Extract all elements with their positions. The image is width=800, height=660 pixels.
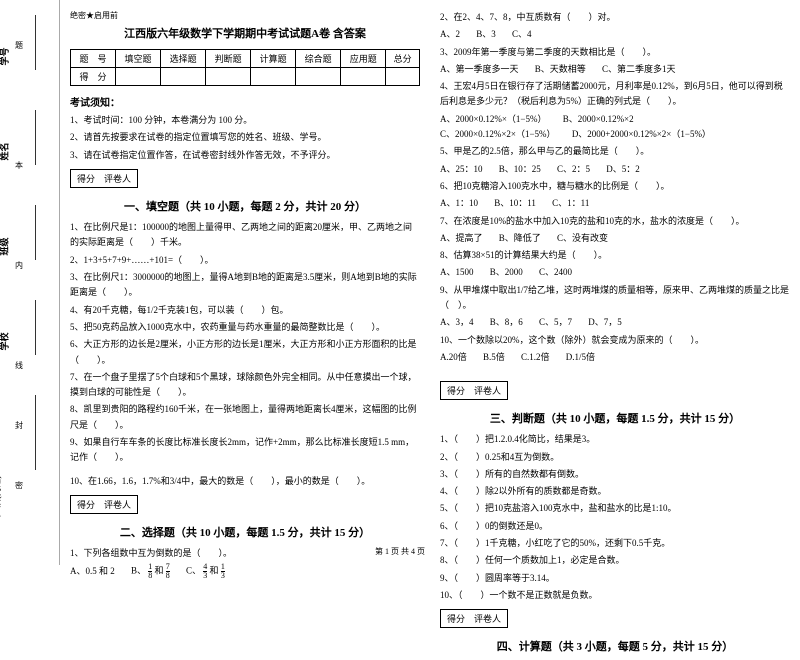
choice-opts: A.20倍 B.5倍 C.1.2倍 D.1/5倍 (440, 350, 790, 365)
fill-q: 6、大正方形的边长是2厘米，小正方形的边长是1厘米，大正方形和小正方形面积的比是… (70, 337, 420, 368)
score-table: 题 号 填空题 选择题 判断题 计算题 综合题 应用题 总分 得 分 (70, 49, 420, 86)
seal-char: 内 (15, 260, 23, 271)
side-label-school: 学校 (0, 332, 11, 350)
table-row: 得 分 (71, 68, 420, 86)
table-row: 题 号 填空题 选择题 判断题 计算题 综合题 应用题 总分 (71, 50, 420, 68)
td[interactable] (116, 68, 161, 86)
section-calc: 四、计算题（共 3 小题，每题 5 分，共计 15 分） (440, 638, 790, 654)
th: 填空题 (116, 50, 161, 68)
section-choice: 二、选择题（共 10 小题，每题 1.5 分，共计 15 分） (70, 524, 420, 540)
td[interactable] (161, 68, 206, 86)
confidential-label: 绝密★启用前 (70, 10, 420, 21)
th: 选择题 (161, 50, 206, 68)
seal-char: 线 (15, 360, 23, 371)
fill-q: 10、在1.66，1.6，1.7%和3/4中，最大的数是（ ），最小的数是（ ）… (70, 474, 420, 489)
judge-q: 2、（ ）0.25和4互为倒数。 (440, 450, 790, 465)
section-judge: 三、判断题（共 10 小题，每题 1.5 分，共计 15 分） (440, 410, 790, 426)
judge-q: 9、（ ）圆周率等于3.14。 (440, 571, 790, 586)
choice-opts: A、1500 B、2000 C、2400 (440, 265, 790, 280)
seal-char: 题 (15, 40, 23, 51)
section-fill: 一、填空题（共 10 小题，每题 2 分，共计 20 分） (70, 198, 420, 214)
side-label-name: 姓名 (0, 142, 11, 160)
notice-item: 3、请在试卷指定位置作答，在试卷密封线外作答无效，不予评分。 (70, 148, 420, 162)
side-label-class: 班级 (0, 237, 11, 255)
choice-q: 6、把10克糖溶入100克水中，糖与糖水的比例是（ ）。 (440, 179, 790, 194)
notice-item: 1、考试时间：100 分钟，本卷满分为 100 分。 (70, 113, 420, 127)
judge-q: 5、（ ）把10克盐溶入100克水中，盐和盐水的比是1:10。 (440, 501, 790, 516)
score-cell: 得分 评卷人 (70, 495, 138, 514)
opt-a: A、0.5 和 2 (70, 564, 115, 579)
side-blank (35, 110, 36, 165)
opt-c: C、 43 和 13 (186, 563, 225, 580)
page-footer: 第 1 页 共 4 页 (0, 546, 800, 557)
seal-char: 本 (15, 160, 23, 171)
left-column: 绝密★启用前 江西版六年级数学下学期期中考试试题A卷 含答案 题 号 填空题 选… (70, 10, 420, 660)
th: 综合题 (296, 50, 341, 68)
th: 题 号 (71, 50, 116, 68)
side-label-id: 学号 (0, 47, 11, 65)
choice-opts: A、2 B、3 C、4 (440, 27, 790, 42)
score-cell: 得分 评卷人 (440, 381, 508, 400)
fill-q: 4、有20千克糖，每1/2千克装1包，可以装（ ）包。 (70, 303, 420, 318)
td[interactable] (296, 68, 341, 86)
fill-q: 7、在一个盘子里摆了5个白球和5个黑球，球除颜色外完全相同。从中任意摸出一个球，… (70, 370, 420, 401)
choice-q: 2、在2、4、7、8，中互质数有（ ）对。 (440, 10, 790, 25)
choice-q: 9、从甲堆煤中取出1/7给乙堆，这时两堆煤的质量相等，原来甲、乙两堆煤的质量之比… (440, 283, 790, 314)
fill-q: 5、把50克药品放入1000克水中，农药重量与药水重量的最简整数比是（ ）。 (70, 320, 420, 335)
fill-q: 8、凯里到贵阳的路程约160千米，在一张地图上，量得两地距离长4厘米，这幅图的比… (70, 402, 420, 433)
th: 计算题 (251, 50, 296, 68)
fill-q: 2、1+3+5+7+9+……+101=（ ）。 (70, 253, 420, 268)
choice-opts: A、1：10 B、10：11 C、1：11 (440, 196, 790, 211)
binding-sidebar: 学号 姓名 班级 学校 乡镇(街道) 题 本 内 线 封 密 (0, 0, 60, 565)
choice-opts: A、提高了 B、降低了 C、没有改变 (440, 231, 790, 246)
side-blank (35, 300, 36, 355)
td[interactable] (341, 68, 386, 86)
td: 得 分 (71, 68, 116, 86)
fill-q: 1、在比例尺是1：100000的地图上量得甲、乙两地之间的距离20厘米，甲、乙两… (70, 220, 420, 251)
judge-q: 10、（ ）一个数不是正数就是负数。 (440, 588, 790, 603)
th: 应用题 (341, 50, 386, 68)
choice-q: 8、估算38×51的计算结果大约是（ ）。 (440, 248, 790, 263)
judge-q: 6、（ ）0的倒数还是0。 (440, 519, 790, 534)
right-column: 2、在2、4、7、8，中互质数有（ ）对。 A、2 B、3 C、4 3、2009… (440, 10, 790, 660)
td[interactable] (386, 68, 420, 86)
seal-char: 密 (15, 480, 23, 491)
fill-q: 9、如果自行车车条的长度比标准长度长2mm，记作+2mm，那么比标准长度短1.5… (70, 435, 420, 466)
choice-q: 10、一个数除以20%，这个数（除外）就会变成为原来的（ ）。 (440, 333, 790, 348)
choice-q: 4、王宏4月5日在银行存了活期储蓄2000元，月利率是0.12%，到6月5日，他… (440, 79, 790, 110)
notice-title: 考试须知： (70, 94, 420, 109)
choice-q: 7、在浓度是10%的盐水中加入10克的盐和10克的水，盐水的浓度是（ ）。 (440, 214, 790, 229)
opt-b: B、 18 和 78 (131, 563, 170, 580)
choice-opts: A、3，4 B、8，6 C、5，7 D、7，5 (440, 315, 790, 330)
judge-q: 1、（ ）把1.2.0.4化简比，结果是3。 (440, 432, 790, 447)
choice-opts: A、2000×0.12%×（1−5%） B、2000×0.12%×2 C、200… (440, 112, 790, 143)
score-cell: 得分 评卷人 (440, 609, 508, 628)
side-blank (35, 15, 36, 70)
th: 总分 (386, 50, 420, 68)
side-blank (35, 395, 36, 470)
judge-q: 3、（ ）所有的自然数都有倒数。 (440, 467, 790, 482)
th: 判断题 (206, 50, 251, 68)
side-label-town: 乡镇(街道) (0, 476, 3, 518)
main-content: 绝密★启用前 江西版六年级数学下学期期中考试试题A卷 含答案 题 号 填空题 选… (70, 10, 790, 660)
td[interactable] (206, 68, 251, 86)
judge-q: 4、（ ）除2以外所有的质数都是奇数。 (440, 484, 790, 499)
score-cell: 得分 评卷人 (70, 169, 138, 188)
exam-title: 江西版六年级数学下学期期中考试试题A卷 含答案 (70, 25, 420, 41)
seal-char: 封 (15, 420, 23, 431)
choice-opts: A、第一季度多一天 B、天数相等 C、第二季度多1天 (440, 62, 790, 77)
side-blank (35, 205, 36, 260)
notice-item: 2、请首先按要求在试卷的指定位置填写您的姓名、班级、学号。 (70, 130, 420, 144)
td[interactable] (251, 68, 296, 86)
choice-q: 5、甲是乙的2.5倍，那么甲与乙的最简比是（ ）。 (440, 144, 790, 159)
fill-q: 3、在比例尺1：3000000的地图上，量得A地到B地的距离是3.5厘米，则A地… (70, 270, 420, 301)
choice-opts: A、0.5 和 2 B、 18 和 78 C、 43 和 13 (70, 563, 420, 580)
choice-q: 3、2009年第一季度与第二季度的天数相比是（ ）。 (440, 45, 790, 60)
choice-opts: A、25：10 B、10：25 C、2：5 D、5：2 (440, 162, 790, 177)
